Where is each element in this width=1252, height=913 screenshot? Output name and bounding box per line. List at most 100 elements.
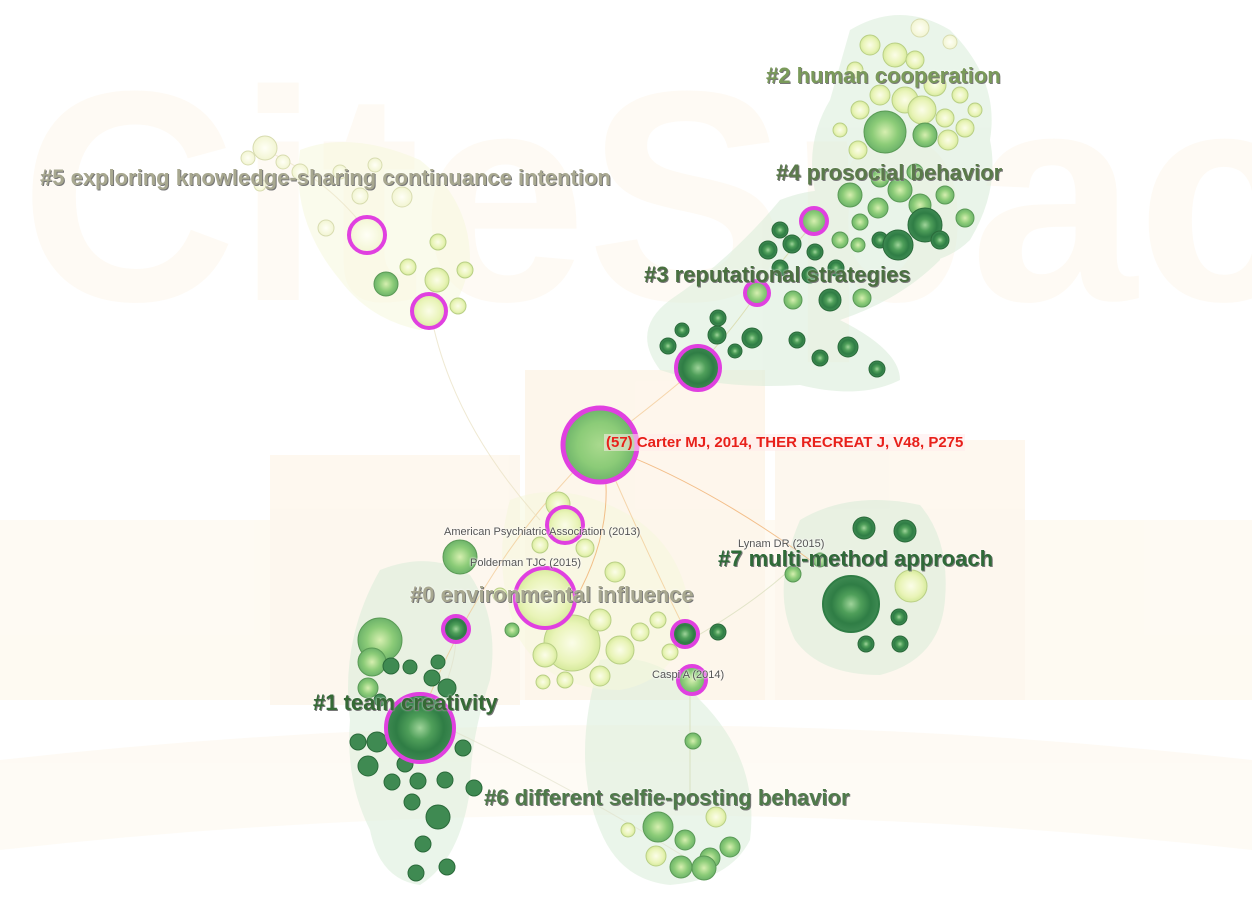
citation-node[interactable] bbox=[912, 122, 938, 148]
citation-node[interactable] bbox=[349, 733, 367, 751]
citation-node[interactable] bbox=[857, 635, 875, 653]
citation-node[interactable] bbox=[645, 845, 667, 867]
citation-node[interactable] bbox=[837, 182, 863, 208]
citation-node[interactable] bbox=[848, 140, 868, 160]
citation-node[interactable] bbox=[942, 34, 958, 50]
citation-node[interactable] bbox=[784, 565, 802, 583]
citation-node[interactable] bbox=[905, 50, 925, 70]
citation-node[interactable] bbox=[436, 771, 454, 789]
citation-node[interactable] bbox=[846, 61, 864, 79]
citation-node[interactable] bbox=[707, 325, 727, 345]
citation-node[interactable] bbox=[383, 773, 401, 791]
citation-node[interactable] bbox=[719, 836, 741, 858]
citation-node[interactable] bbox=[867, 197, 889, 219]
citation-node[interactable] bbox=[373, 271, 399, 297]
citation-node[interactable] bbox=[870, 168, 890, 188]
citation-node[interactable] bbox=[906, 163, 924, 181]
citation-node[interactable] bbox=[951, 86, 969, 104]
burst-nodes[interactable] bbox=[347, 206, 880, 764]
citation-node[interactable] bbox=[589, 665, 611, 687]
citation-node[interactable] bbox=[869, 84, 891, 106]
citation-node[interactable] bbox=[887, 177, 913, 203]
citation-node[interactable] bbox=[367, 157, 383, 173]
citation-node[interactable] bbox=[684, 732, 702, 750]
citation-node[interactable] bbox=[442, 539, 478, 575]
citation-node[interactable] bbox=[407, 864, 425, 882]
citation-node[interactable] bbox=[935, 108, 955, 128]
citation-node[interactable] bbox=[630, 622, 650, 642]
citation-node[interactable] bbox=[818, 288, 842, 312]
citation-node[interactable] bbox=[504, 622, 520, 638]
citation-node[interactable] bbox=[556, 671, 574, 689]
citation-node[interactable] bbox=[429, 233, 447, 251]
citation-node[interactable] bbox=[783, 290, 803, 310]
citation-node[interactable] bbox=[868, 360, 886, 378]
citation-node[interactable] bbox=[357, 677, 379, 699]
citation-node[interactable] bbox=[852, 288, 872, 308]
citation-node[interactable] bbox=[801, 266, 819, 284]
citation-node[interactable] bbox=[357, 647, 387, 677]
citation-node[interactable] bbox=[827, 259, 845, 277]
citation-node[interactable] bbox=[852, 516, 876, 540]
citation-node[interactable] bbox=[399, 258, 417, 276]
citation-node[interactable] bbox=[252, 135, 278, 161]
citation-node[interactable] bbox=[532, 642, 558, 668]
citation-node[interactable] bbox=[930, 230, 950, 250]
citation-node[interactable] bbox=[771, 221, 789, 239]
citation-node[interactable] bbox=[465, 779, 483, 797]
citation-node[interactable] bbox=[850, 100, 870, 120]
citation-node[interactable] bbox=[727, 343, 743, 359]
citation-node[interactable] bbox=[863, 110, 907, 154]
citation-node[interactable] bbox=[709, 623, 727, 641]
citation-node[interactable] bbox=[955, 208, 975, 228]
citation-node[interactable] bbox=[253, 178, 267, 192]
citation-node[interactable] bbox=[575, 538, 595, 558]
citation-node[interactable] bbox=[811, 349, 829, 367]
citation-node[interactable] bbox=[890, 608, 908, 626]
citation-node[interactable] bbox=[454, 739, 472, 757]
citation-node[interactable] bbox=[788, 331, 806, 349]
citation-node[interactable] bbox=[893, 519, 917, 543]
citation-node[interactable] bbox=[456, 261, 474, 279]
citation-node[interactable] bbox=[831, 231, 849, 249]
citation-node[interactable] bbox=[935, 185, 955, 205]
citation-node[interactable] bbox=[317, 219, 335, 237]
citation-node[interactable] bbox=[391, 186, 413, 208]
citation-node[interactable] bbox=[382, 657, 400, 675]
citation-node[interactable] bbox=[955, 118, 975, 138]
citation-node[interactable] bbox=[669, 855, 693, 879]
citation-node[interactable] bbox=[859, 34, 881, 56]
citation-node[interactable] bbox=[366, 731, 388, 753]
citation-node[interactable] bbox=[812, 552, 828, 568]
citation-node[interactable] bbox=[535, 674, 551, 690]
citation-node[interactable] bbox=[437, 678, 457, 698]
citation-node[interactable] bbox=[588, 608, 612, 632]
citation-node[interactable] bbox=[423, 669, 441, 687]
citation-node[interactable] bbox=[275, 154, 291, 170]
citation-node[interactable] bbox=[492, 587, 508, 603]
citation-node[interactable] bbox=[604, 561, 626, 583]
citation-node[interactable] bbox=[240, 150, 256, 166]
citation-node[interactable] bbox=[894, 569, 928, 603]
citation-node[interactable] bbox=[891, 635, 909, 653]
citation-node[interactable] bbox=[923, 73, 947, 97]
citation-node[interactable] bbox=[291, 163, 309, 181]
citation-node[interactable] bbox=[649, 611, 667, 629]
citation-node[interactable] bbox=[661, 643, 679, 661]
citation-node[interactable] bbox=[771, 259, 789, 277]
citation-node[interactable] bbox=[907, 95, 937, 125]
citation-node[interactable] bbox=[414, 835, 432, 853]
citation-node[interactable] bbox=[430, 654, 446, 670]
citation-node[interactable] bbox=[351, 187, 369, 205]
citation-node[interactable] bbox=[425, 804, 451, 830]
citation-node[interactable] bbox=[620, 822, 636, 838]
citation-node[interactable] bbox=[741, 327, 763, 349]
citation-node[interactable] bbox=[642, 811, 674, 843]
citation-node[interactable] bbox=[806, 243, 824, 261]
citation-node[interactable] bbox=[424, 267, 450, 293]
citation-node[interactable] bbox=[851, 213, 869, 231]
citation-node[interactable] bbox=[709, 309, 727, 327]
cluster-nodes[interactable] bbox=[240, 18, 983, 882]
citation-node[interactable] bbox=[605, 635, 635, 665]
